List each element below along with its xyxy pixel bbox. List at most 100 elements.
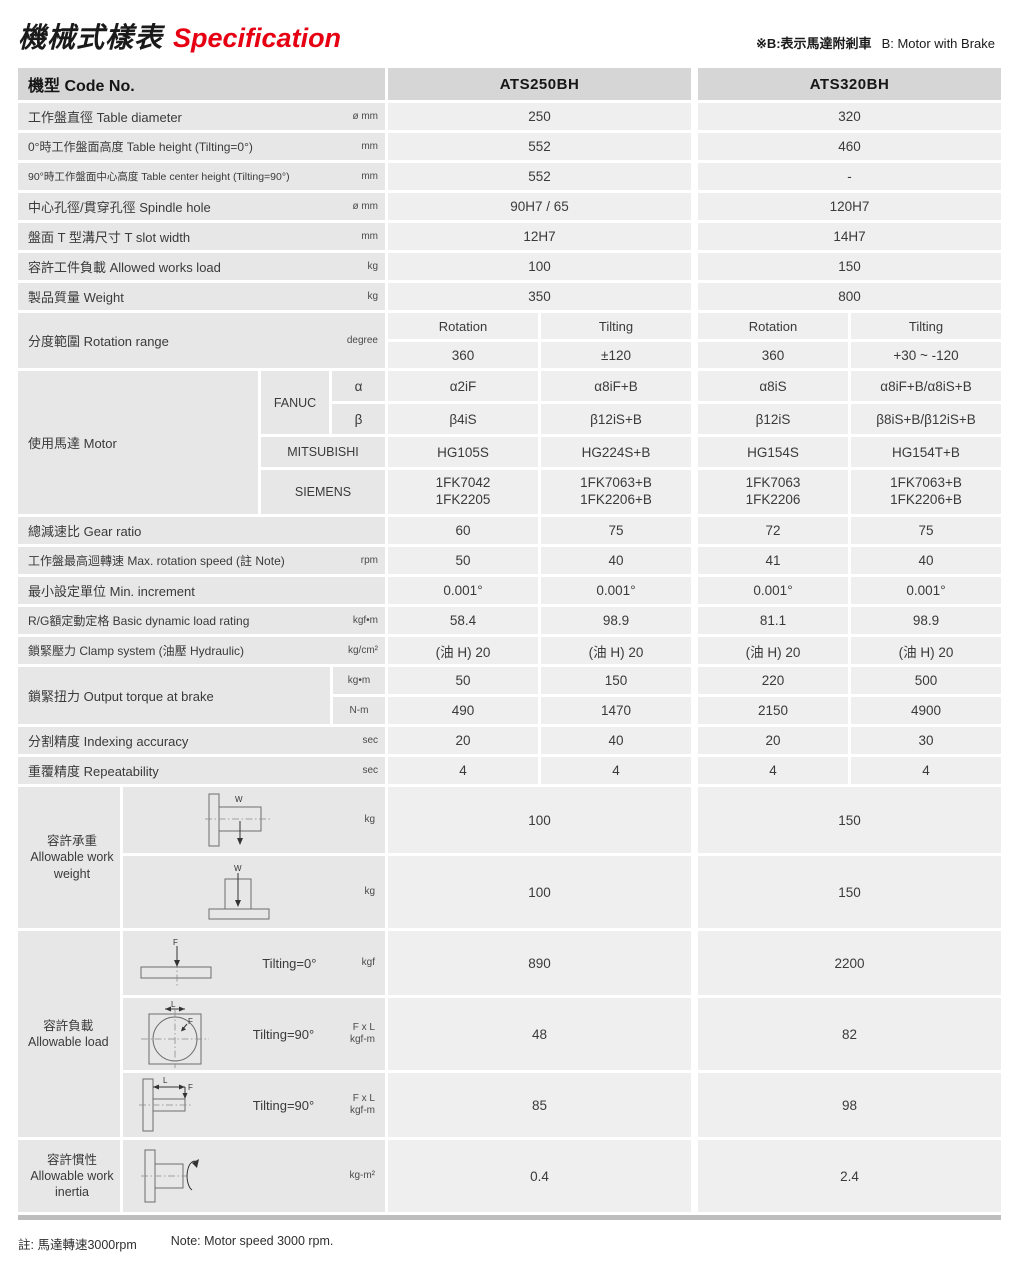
column-spacer xyxy=(694,667,695,694)
value-cell: 360 xyxy=(698,342,848,368)
table-header-row: 機型 Code No. ATS250BH ATS320BH xyxy=(18,68,1001,100)
row-unit: sec xyxy=(362,734,378,746)
tilting0-force-diagram: F xyxy=(137,935,217,991)
value-cell: 0.001° xyxy=(541,577,691,604)
allowable-load-label-en: Allowable load xyxy=(28,1035,109,1049)
motor-fanuc-group: FANUC α α2iF α8iF+B α8iS α8iF+B/α8iS+B β xyxy=(261,371,1001,434)
value-cell: 1FK7042 1FK2205 xyxy=(388,470,538,514)
column-spacer xyxy=(694,404,695,434)
value-cell: 250 xyxy=(388,103,691,130)
spec-sheet-page: 機械式樣表 Specification ※B:表示馬達附剎車 B: Motor … xyxy=(0,16,1009,1288)
header-model-ats250bh: ATS250BH xyxy=(388,68,691,100)
value-cell: 0.001° xyxy=(698,577,848,604)
row-label-cell: 鎖緊壓力 Clamp system (油壓 Hydraulic) kg/cm² xyxy=(18,637,385,664)
value-cell: 40 xyxy=(541,727,691,754)
diagram-unit: kg xyxy=(364,814,375,825)
column-spacer xyxy=(694,470,695,514)
section-work-inertia: 容許慣性 Allowable work inertia kg-m xyxy=(18,1140,1001,1212)
value-cell: 4 xyxy=(851,757,1001,784)
row-label-cell: 鎖緊扭力 Output torque at brake xyxy=(18,667,330,724)
diagram-unit: F x L kgf-m xyxy=(350,1022,375,1045)
value-cell: ±120 xyxy=(541,342,691,368)
row-unit: kg xyxy=(367,290,378,302)
dim-l-label: L xyxy=(163,1076,168,1085)
footer-note-en: Note: Motor speed 3000 rpm. xyxy=(170,1234,334,1248)
inertia-label-zh: 容許慣性 xyxy=(46,1152,97,1167)
value-cell: 90H7 / 65 xyxy=(388,193,691,220)
subheader-cell: Rotation xyxy=(698,313,848,339)
column-spacer xyxy=(694,547,695,574)
table-row-repeatability: 重覆精度 Repeatability sec 4 4 4 4 xyxy=(18,757,1001,784)
column-spacer xyxy=(694,577,695,604)
row-unit: degree xyxy=(346,334,378,346)
value-cell: +30 ~ -120 xyxy=(851,342,1001,368)
table-row-weight: 製品質量 Weight kg 350 800 xyxy=(18,283,1001,310)
motor-mitsubishi-row: MITSUBISHI HG105S HG224S+B HG154S HG154T… xyxy=(261,437,1001,467)
row-label: 使用馬達 Motor xyxy=(28,436,117,451)
column-spacer xyxy=(694,998,695,1070)
value-cell: β8iS+B/β12iS+B xyxy=(851,404,1001,434)
table-face-moment-diagram: L F xyxy=(137,1000,217,1068)
subheader-cell: Tilting xyxy=(851,313,1001,339)
header-model-ats320bh: ATS320BH xyxy=(698,68,1001,100)
tilting-caption: Tilting=90° xyxy=(252,1026,315,1042)
diagram-cell: kg-m² xyxy=(123,1140,385,1212)
diagram-unit: F x L kgf-m xyxy=(350,1093,375,1116)
row-unit: ø mm xyxy=(352,110,378,122)
tilting-caption: Tilting=0° xyxy=(262,955,317,971)
column-spacer xyxy=(694,1073,695,1137)
row-unit: kgf•m xyxy=(352,614,378,626)
tilting-caption: Tilting=90° xyxy=(252,1097,315,1113)
row-label: 最小設定單位 Min. increment xyxy=(28,584,195,599)
column-spacer xyxy=(694,517,695,544)
value-cell: α2iF xyxy=(388,371,538,401)
inertia-label-en: Allowable work inertia xyxy=(30,1168,114,1200)
row-unit: mm xyxy=(361,140,378,152)
row-unit: kg xyxy=(367,260,378,272)
motor-brand-siemens: SIEMENS xyxy=(261,470,385,514)
brake-note-en: B: Motor with Brake xyxy=(881,36,995,51)
value-cell: 58.4 xyxy=(388,607,538,634)
column-spacer xyxy=(694,313,695,339)
value-cell: 1FK7063+B 1FK2206+B xyxy=(851,470,1001,514)
value-cell: 12H7 xyxy=(388,223,691,250)
column-spacer xyxy=(694,193,695,220)
rotation-inertia-diagram xyxy=(137,1145,217,1207)
value-cell: HG105S xyxy=(388,437,538,467)
value-cell: α8iF+B xyxy=(541,371,691,401)
work-weight-rows: W kg 100 150 xyxy=(123,787,1001,928)
value-cell: 100 xyxy=(388,787,691,853)
value-cell: 100 xyxy=(388,856,691,928)
work-weight-row-top: W kg 100 150 xyxy=(123,856,1001,928)
table-row-diameter: 工作盤直徑 Table diameter ø mm 250 320 xyxy=(18,103,1001,130)
torque-unit-nm: N-m xyxy=(333,697,385,724)
diagram-cell: L F Tilting=90° F x L kgf-m xyxy=(123,1073,385,1137)
value-cell: 4 xyxy=(541,757,691,784)
value-cell: HG154T+B xyxy=(851,437,1001,467)
motor-subrows: FANUC α α2iF α8iF+B α8iS α8iF+B/α8iS+B β xyxy=(261,371,1001,514)
row-label: 製品質量 Weight xyxy=(28,290,124,305)
value-cell: 552 xyxy=(388,163,691,190)
fanuc-alpha-label: α xyxy=(332,371,385,401)
row-label-cell: 盤面 T 型溝尺寸 T slot width mm xyxy=(18,223,385,250)
row-label: 分割精度 Indexing accuracy xyxy=(28,734,189,749)
value-cell: 75 xyxy=(541,517,691,544)
value-cell: β4iS xyxy=(388,404,538,434)
section-allowable-load: 容許負載 Allowable load F xyxy=(18,931,1001,1137)
row-label: 總減速比 Gear ratio xyxy=(28,524,142,539)
value-cell: 2150 xyxy=(698,697,848,724)
value-cell: 350 xyxy=(388,283,691,310)
value-cell: (油 H) 20 xyxy=(388,637,538,664)
load-row-tilting0: F Tilting=0° kgf 890 2200 xyxy=(123,931,1001,995)
table-row-min-increment: 最小設定單位 Min. increment 0.001° 0.001° 0.00… xyxy=(18,577,1001,604)
row-label-cell: 分度範圍 Rotation range degree xyxy=(18,313,385,368)
row-label-cell: 0°時工作盤面高度 Table height (Tilting=0°) mm xyxy=(18,133,385,160)
row-unit: kg/cm² xyxy=(348,644,378,656)
value-cell: 50 xyxy=(388,547,538,574)
table-row-center-height: 90°時工作盤面中心高度 Table center height (Tiltin… xyxy=(18,163,1001,190)
table-row-gear-ratio: 總減速比 Gear ratio 60 75 72 75 xyxy=(18,517,1001,544)
row-label: 中心孔徑/貫穿孔徑 Spindle hole xyxy=(28,200,211,215)
column-spacer xyxy=(694,637,695,664)
page-title-zh: 機械式樣表 xyxy=(18,22,164,53)
force-f-label: F xyxy=(173,938,178,947)
